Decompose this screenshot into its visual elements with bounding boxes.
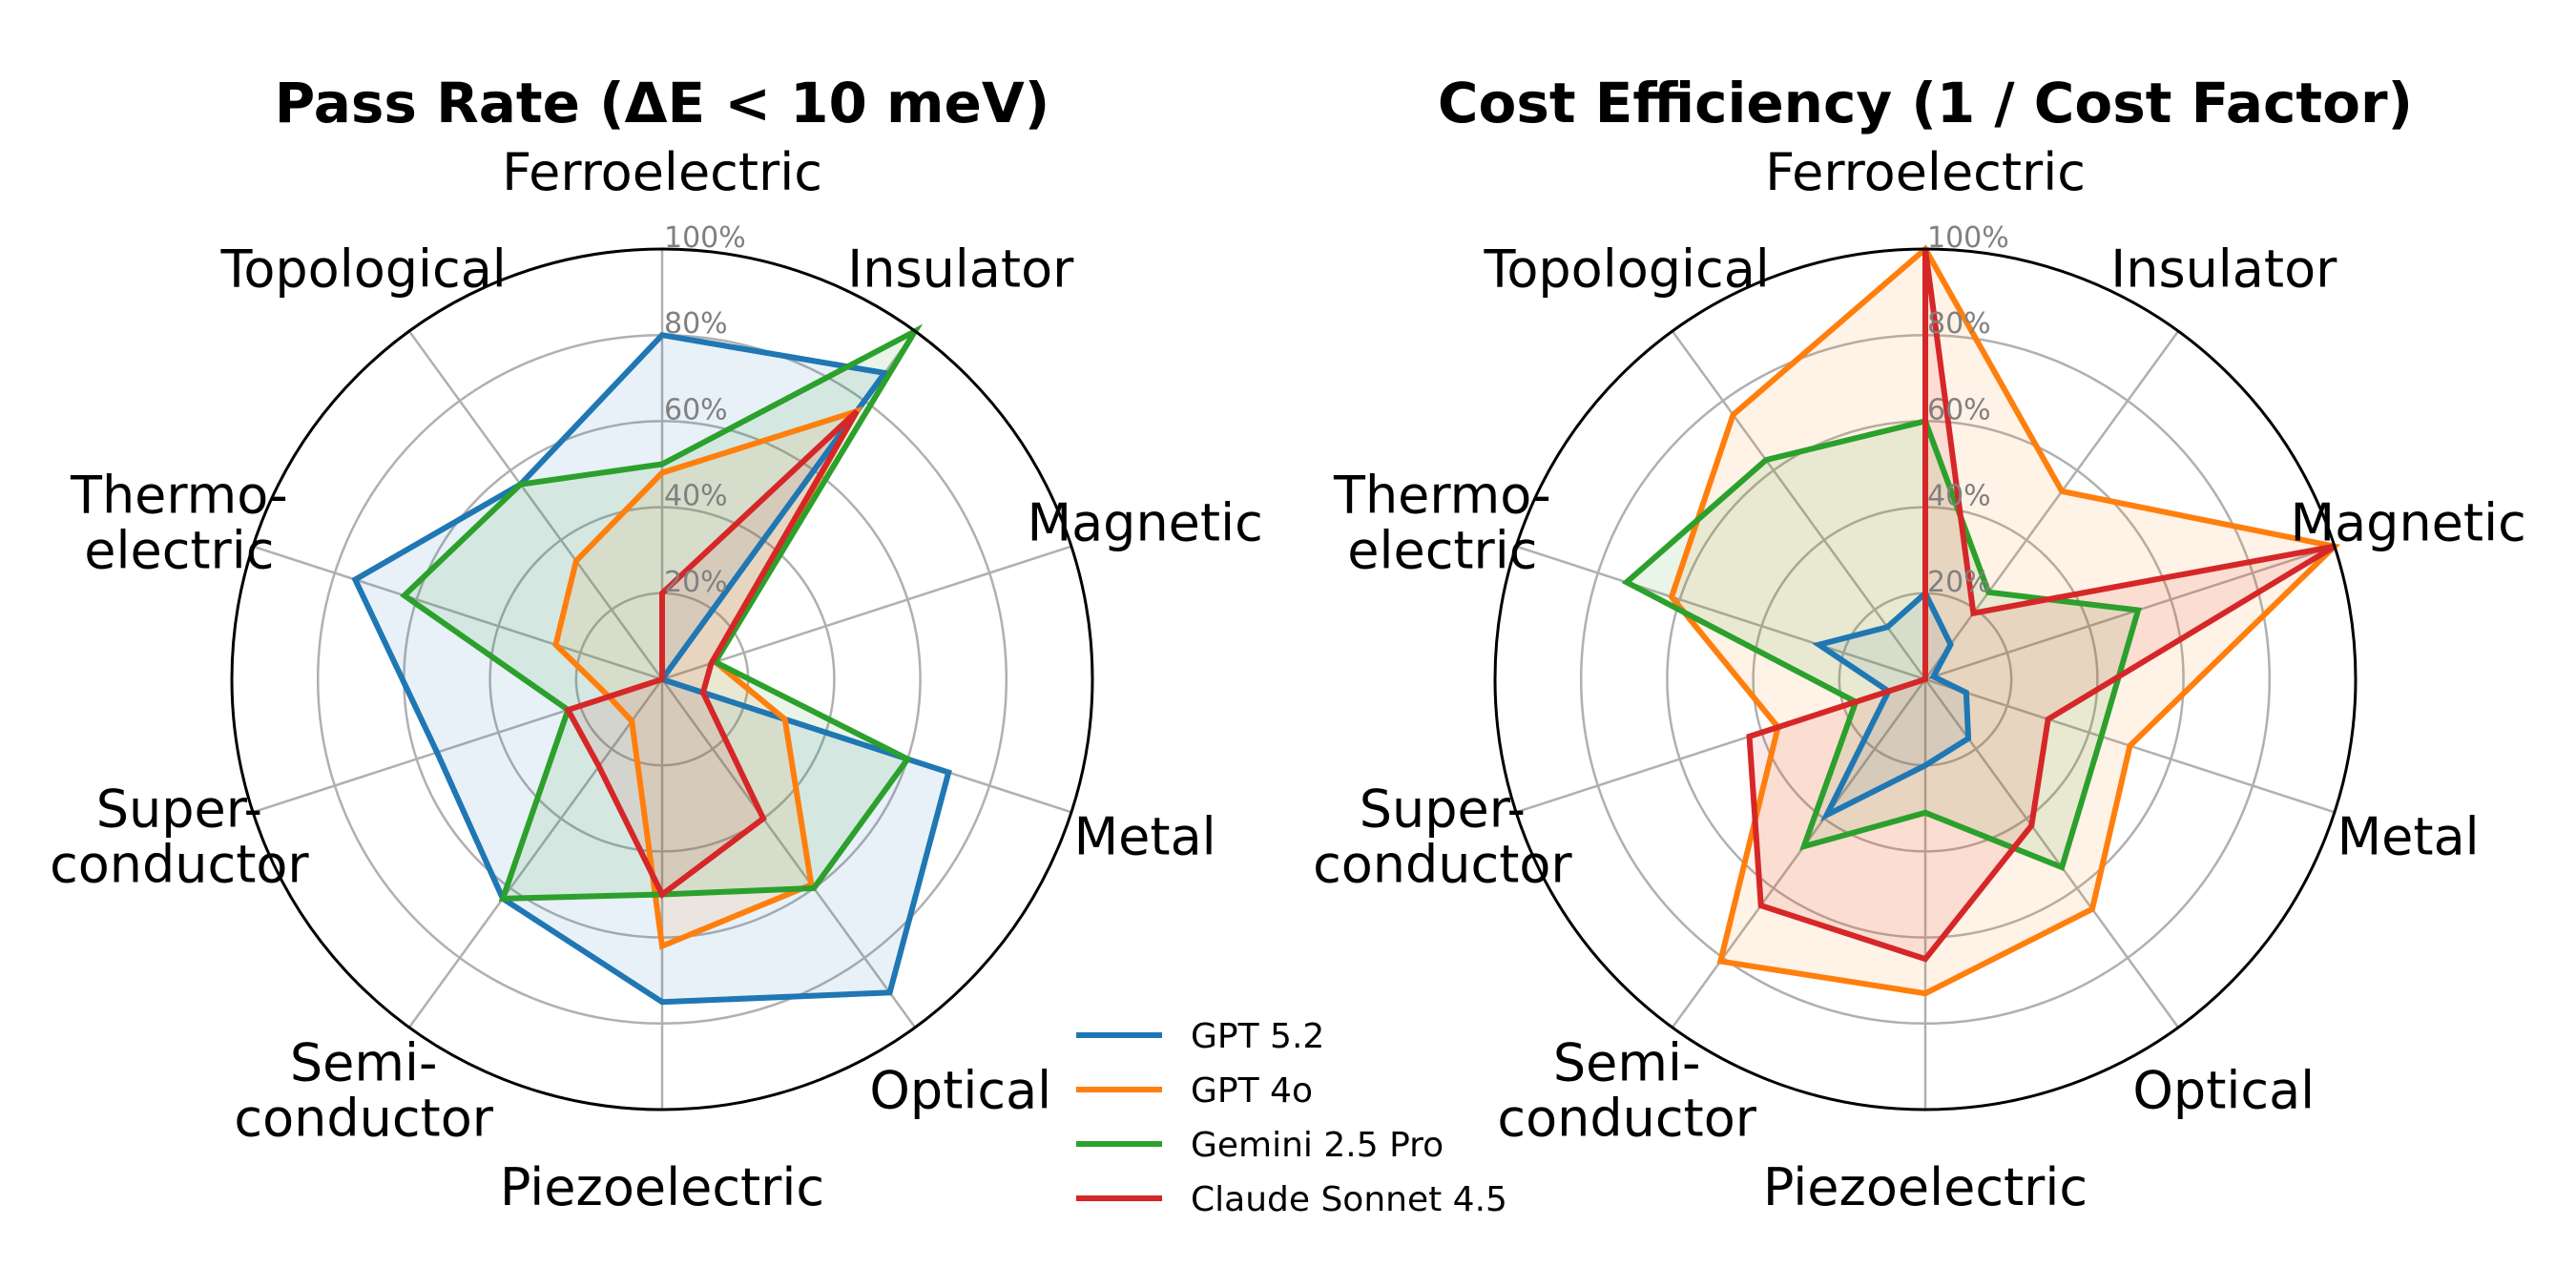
series-line-claude-sonnet-4-5: [1746, 248, 2337, 963]
radial-tick-label: 40%: [664, 480, 728, 513]
category-label: Insulator: [2110, 239, 2337, 299]
category-label-line: conductor: [1313, 834, 1572, 894]
category-label-line: Thermo-: [70, 466, 288, 526]
outer-frame: [1493, 247, 2358, 1111]
category-label: Super-conductor: [1313, 779, 1572, 894]
category-label-line: Semi-: [290, 1033, 438, 1093]
legend-label: Gemini 2.5 Pro: [1191, 1126, 1444, 1165]
grid-spoke: [1923, 330, 2180, 680]
category-label-line: Piezoelectric: [1763, 1157, 2088, 1217]
grid-spoke: [407, 330, 664, 680]
category-label-line: Insulator: [847, 239, 1074, 299]
category-label-line: Metal: [2337, 806, 2480, 866]
category-label: Ferroelectric: [502, 142, 822, 202]
series-line-gemini-2-5-pro: [1621, 417, 2142, 872]
category-label-line: Optical: [869, 1061, 1051, 1121]
category-label: Insulator: [847, 239, 1074, 299]
category-label: Semi-conductor: [234, 1033, 493, 1149]
series-line-gpt-4o: [1668, 244, 2341, 997]
category-label: Optical: [2132, 1061, 2315, 1121]
radar-chart-1: Pass Rate (ΔE < 10 meV) 20% 40% 60% 80% 100% F…: [50, 71, 1263, 1217]
category-label: Thermo-electric: [70, 466, 288, 581]
category-label: Ferroelectric: [1765, 142, 2086, 202]
category-label: Metal: [2337, 806, 2480, 866]
category-label-line: Metal: [1074, 806, 1216, 866]
chart-title: Cost Efficiency (1 / Cost Factor): [1438, 71, 2413, 135]
grid-spoke: [407, 678, 664, 1028]
series-fill: [1626, 421, 2139, 868]
category-label: Magnetic: [1027, 493, 1262, 553]
category-label: Topological: [220, 239, 507, 299]
category-label: Magnetic: [2290, 493, 2525, 553]
radial-tick-label: 100%: [1927, 221, 2009, 255]
radial-tick-label: 80%: [1927, 307, 1991, 341]
radial-tick-label: 40%: [1927, 480, 1991, 513]
radial-tick-label: 60%: [664, 393, 728, 426]
radial-tick-label: 80%: [664, 307, 728, 341]
category-label-line: Magnetic: [2290, 493, 2525, 553]
category-label-line: Super-: [1360, 779, 1526, 839]
grid-spoke: [661, 545, 1072, 681]
chart-title: Pass Rate (ΔE < 10 meV): [275, 71, 1049, 135]
category-label-line: conductor: [234, 1089, 493, 1149]
category-label: Super-conductor: [50, 779, 309, 894]
category-label: Topological: [1484, 239, 1770, 299]
grid-spoke: [1515, 545, 1926, 681]
category-label-line: Super-: [96, 779, 262, 839]
grid-spoke: [1671, 330, 1927, 680]
category-label-line: Thermo-: [1333, 466, 1551, 526]
category-label-line: Ferroelectric: [1765, 142, 2086, 202]
category-label-line: electric: [84, 521, 274, 581]
category-label-line: Ferroelectric: [502, 142, 822, 202]
category-label-line: conductor: [1497, 1089, 1756, 1149]
legend-label: GPT 4o: [1191, 1071, 1313, 1111]
radial-tick-label: 100%: [664, 221, 746, 255]
category-label: Semi-conductor: [1497, 1033, 1756, 1149]
category-label-line: Topological: [220, 239, 507, 299]
legend-label: Claude Sonnet 4.5: [1191, 1180, 1507, 1219]
category-label-line: Optical: [2132, 1061, 2315, 1121]
grid-spoke: [252, 545, 663, 681]
category-label-line: electric: [1347, 521, 1537, 581]
category-label: Optical: [869, 1061, 1051, 1121]
radial-tick-label: 20%: [1927, 566, 1991, 599]
category-label-line: Insulator: [2110, 239, 2337, 299]
category-label-line: Magnetic: [1027, 493, 1262, 553]
category-label-line: Piezoelectric: [500, 1157, 824, 1217]
radar-chart-2: Cost Efficiency (1 / Cost Factor) 20% 40% 6…: [1313, 71, 2526, 1217]
grid-spoke: [660, 678, 917, 1028]
outer-frame: [230, 247, 1094, 1111]
category-label: Piezoelectric: [1763, 1157, 2088, 1217]
series-line-gpt-5-2: [351, 331, 952, 1006]
legend: GPT 5.2 GPT 4o Gemini 2.5 Pro Claude Sonnet…: [1076, 1017, 1507, 1219]
category-label-line: conductor: [50, 834, 309, 894]
category-label: Thermo-electric: [1333, 466, 1551, 581]
category-label: Metal: [1074, 806, 1216, 866]
radial-tick-label: 60%: [1927, 393, 1991, 426]
category-label: Piezoelectric: [500, 1157, 824, 1217]
grid-spoke: [1924, 545, 2336, 681]
category-label-line: Semi-: [1553, 1033, 1701, 1093]
series-line-claude-sonnet-4-5: [563, 408, 860, 900]
series-line-gpt-5-2: [1812, 588, 1972, 822]
category-label-line: Topological: [1484, 239, 1770, 299]
legend-label: GPT 5.2: [1191, 1017, 1324, 1056]
radial-tick-label: 20%: [664, 566, 728, 599]
grid-spoke: [1671, 678, 1927, 1028]
